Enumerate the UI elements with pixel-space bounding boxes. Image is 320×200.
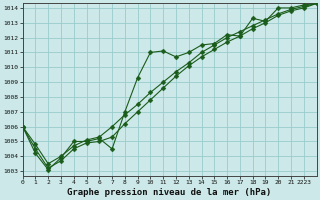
X-axis label: Graphe pression niveau de la mer (hPa): Graphe pression niveau de la mer (hPa) (68, 188, 272, 197)
